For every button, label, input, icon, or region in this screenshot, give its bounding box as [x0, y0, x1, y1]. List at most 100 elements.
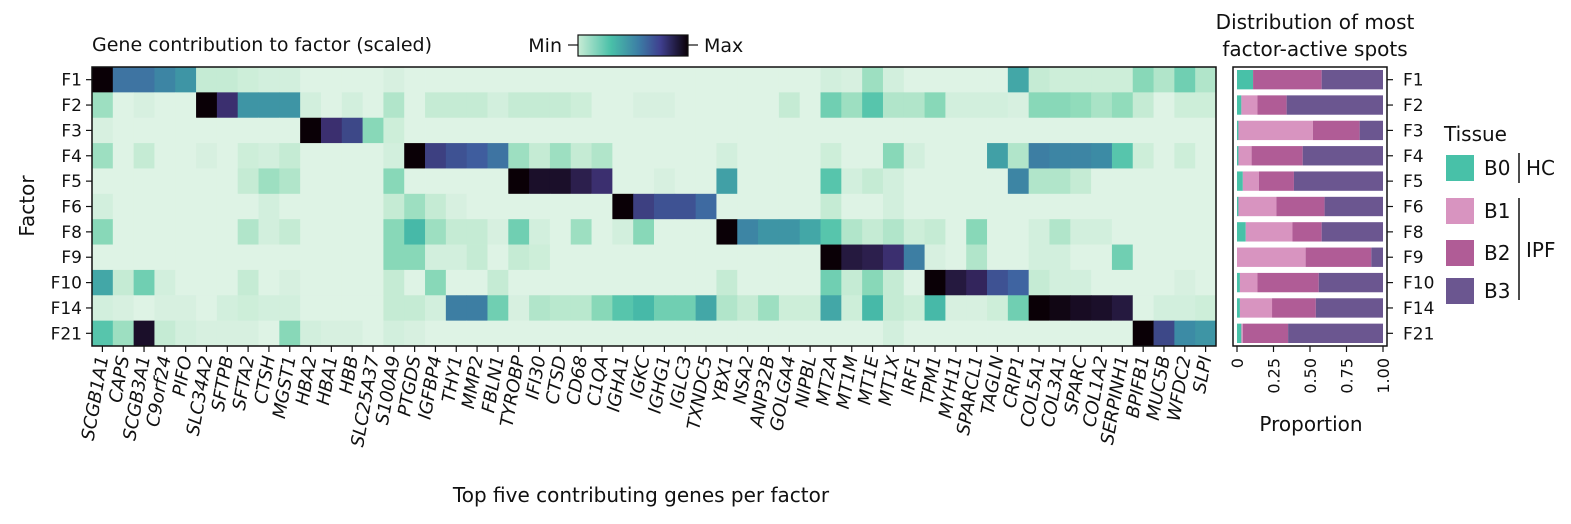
heatmap-cell-f10-sftpb — [216, 269, 239, 296]
bar-segment-f10-b2 — [1257, 272, 1319, 293]
bar-row-label-f8: F8 — [1403, 223, 1424, 243]
heatmap-cell-f9-mmp2 — [466, 244, 488, 271]
row-label-f8: F8 — [61, 223, 82, 243]
heatmap-cell-f4-slc34a2 — [196, 143, 218, 169]
heatmap-cell-f2-s100a9 — [383, 92, 405, 119]
heatmap-cell-f4-c1qa — [591, 143, 613, 169]
heatmap-cell-f3-scgb3a1 — [133, 117, 155, 144]
heatmap-cell-f10-igfbp4 — [425, 269, 447, 296]
heatmap-cell-f3-mmp2 — [466, 117, 488, 144]
heatmap-cell-f9-slc34a2 — [196, 244, 218, 271]
heatmap-cell-f21-fbln1 — [487, 320, 509, 347]
heatmap-cell-f4-s100a9 — [383, 143, 405, 169]
heatmap-cell-f5-col5a1 — [1028, 168, 1050, 195]
heatmap-cell-f1-ctsd — [549, 67, 572, 93]
heatmap-cell-f8-tpm1 — [924, 219, 946, 245]
colorbar — [577, 34, 689, 57]
heatmap-cell-f6-crip1 — [1007, 193, 1030, 220]
heatmap-cell-f3-c1qa — [591, 117, 613, 144]
heatmap-cell-f5-tpm1 — [924, 168, 946, 195]
heatmap-cell-f3-cd68 — [570, 117, 592, 144]
heatmap-cell-f5-cd68 — [570, 168, 592, 195]
heatmap-cell-f14-hba2 — [300, 295, 322, 322]
heatmap-cell-f10-igha1 — [612, 269, 634, 296]
bar-segment-f1-b2 — [1253, 70, 1322, 90]
heatmap-cell-f5-ifi30 — [529, 168, 551, 195]
heatmap-cell-f14-crip1 — [1007, 295, 1030, 322]
heatmap-cell-f6-ifi30 — [529, 193, 551, 220]
heatmap-cell-f6-tyrobp — [508, 193, 530, 220]
heatmap-cell-f3-golga4 — [778, 117, 801, 144]
heatmap-cell-f8-muc5b — [1153, 219, 1175, 245]
heatmap-cell-f14-txndc5 — [695, 295, 717, 322]
heatmap-cell-f21-pifo — [175, 320, 197, 347]
heatmap-cell-f8-sftpb — [216, 219, 239, 245]
heatmap-cell-f3-sparc — [1070, 117, 1092, 144]
heatmap-cell-f5-txndc5 — [695, 168, 717, 195]
heatmap-cell-f5-mt1x — [882, 168, 905, 195]
heatmap-cell-f3-col3a1 — [1049, 117, 1071, 144]
heatmap-cell-f1-thy1 — [445, 67, 468, 93]
heatmap-cell-f1-mt1e — [862, 67, 884, 93]
heatmap-cell-f5-ctsd — [549, 168, 572, 195]
heatmap-cell-f14-slpi — [1195, 295, 1217, 322]
heatmap-cell-f14-tagln — [987, 295, 1009, 322]
heatmap-row-labels: F1 F2 F3 F4 F5 F6 F8 F9 F10 F14 F21 — [51, 71, 92, 344]
heatmap-cell-f10-wfdc2 — [1174, 269, 1196, 296]
heatmap-cell-f2-nipbl — [799, 92, 821, 119]
heatmap-cell-f8-sfta2 — [237, 219, 259, 245]
heatmap-cell-f9-slpi — [1195, 244, 1217, 271]
heatmap-cell-f6-anp32b — [758, 193, 780, 220]
heatmap-cell-f10-mt2a — [820, 269, 842, 296]
heatmap-cell-f10-tagln — [987, 269, 1009, 296]
heatmap-cell-f14-tpm1 — [924, 295, 946, 322]
heatmap-cell-f9-ctsd — [549, 244, 572, 271]
heatmap-cell-f14-tyrobp — [508, 295, 530, 322]
heatmap-cell-f3-hbb — [341, 117, 363, 144]
heatmap-cell-f5-golga4 — [778, 168, 801, 195]
heatmap-cell-f21-sparc — [1070, 320, 1092, 347]
heatmap-cell-f5-wfdc2 — [1174, 168, 1196, 195]
heatmap-cell-f2-irf1 — [903, 92, 925, 119]
heatmap-cell-f8-serpinh1 — [1111, 219, 1134, 245]
heatmap-title: Gene contribution to factor (scaled) — [92, 34, 432, 56]
heatmap-cell-f4-igkc — [633, 143, 655, 169]
heatmap-cell-f21-nipbl — [799, 320, 821, 347]
heatmap-cell-f8-pifo — [175, 219, 197, 245]
heatmap-cell-f6-ptgds — [404, 193, 426, 220]
heatmap-cell-f8-tagln — [987, 219, 1009, 245]
heatmap-cell-f21-scgb1a1 — [92, 320, 114, 347]
heatmap-cell-f21-c1qa — [591, 320, 613, 347]
heatmap-cell-f9-cd68 — [570, 244, 592, 271]
heatmap-cell-f14-igfbp4 — [425, 295, 447, 322]
heatmap-cell-f6-slpi — [1195, 193, 1217, 220]
heatmap-cell-f5-bpifb1 — [1132, 168, 1154, 195]
heatmap-cell-f1-scgb3a1 — [133, 67, 155, 93]
heatmap-cell-f9-mgst1 — [279, 244, 301, 271]
heatmap-cell-f1-cd68 — [570, 67, 592, 93]
heatmap-cell-f21-col3a1 — [1049, 320, 1071, 347]
heatmap-cell-f10-col3a1 — [1049, 269, 1071, 296]
bar-x-tick-label-1-00: 1.00 — [1374, 358, 1393, 394]
bar-x-ticks: 0 0.25 0.50 0.75 1.00 — [1228, 346, 1393, 394]
heatmap-cell-f14-serpinh1 — [1111, 295, 1134, 322]
heatmap-cell-f21-tyrobp — [508, 320, 530, 347]
heatmap-cell-f4-mt1x — [882, 143, 905, 169]
heatmap-cell-f8-hba1 — [320, 219, 343, 245]
heatmap-cell-f9-tpm1 — [924, 244, 946, 271]
heatmap-cell-f2-caps — [112, 92, 135, 119]
heatmap-cell-f10-nsa2 — [737, 269, 759, 296]
heatmap-cell-f5-mmp2 — [466, 168, 488, 195]
bar-segment-f2-b0 — [1237, 95, 1242, 115]
heatmap-cell-f9-tagln — [987, 244, 1009, 271]
heatmap-cell-f6-irf1 — [903, 193, 925, 220]
heatmap-cell-f3-irf1 — [903, 117, 925, 144]
heatmap-cell-f6-txndc5 — [695, 193, 717, 220]
heatmap-cell-f14-ighg1 — [654, 295, 676, 322]
bar-segment-f9-b2 — [1305, 247, 1372, 267]
heatmap-cell-f9-mt1m — [841, 244, 863, 271]
bar-row-label-f4: F4 — [1403, 147, 1424, 167]
heatmap-cell-f14-mt2a — [820, 295, 842, 322]
heatmap-cell-f2-scgb3a1 — [133, 92, 155, 119]
heatmap-cell-f14-ctsh — [258, 295, 280, 322]
